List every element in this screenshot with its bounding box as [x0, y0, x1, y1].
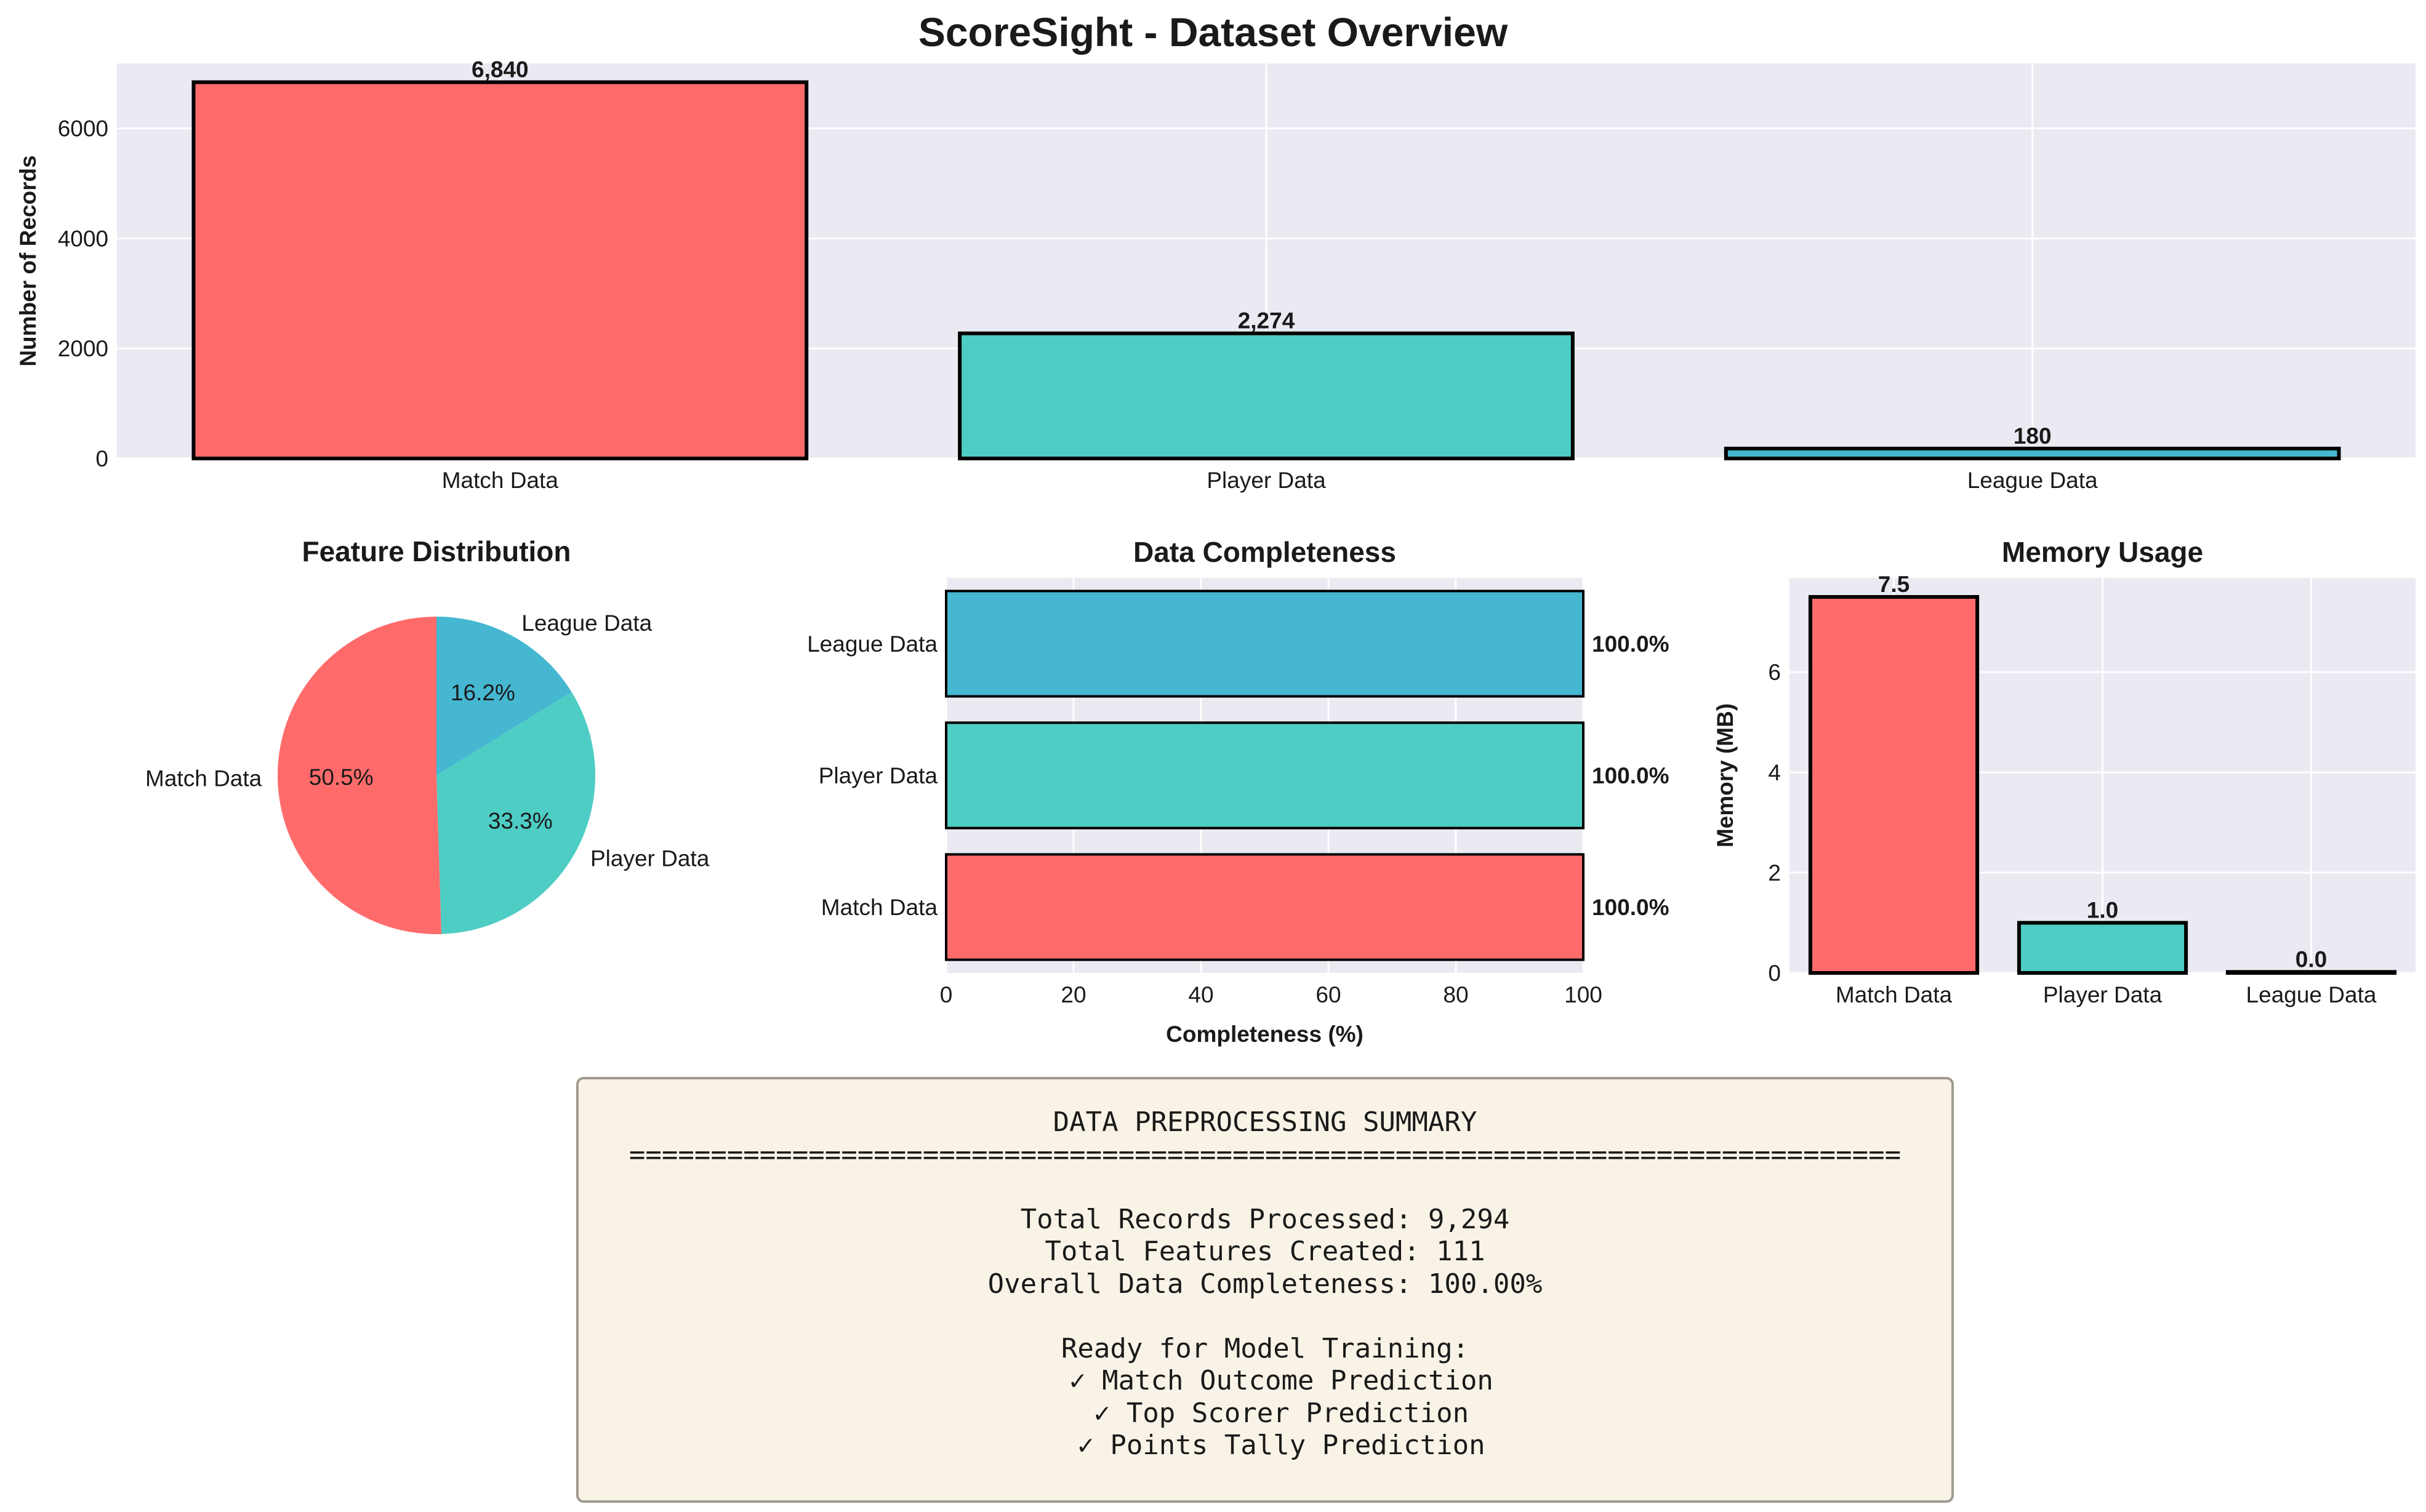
- bar-value-label: 6,840: [472, 57, 529, 82]
- summary-text: DATA PREPROCESSING SUMMARY =============…: [579, 1106, 1951, 1462]
- x-tick-label: 80: [1443, 982, 1468, 1007]
- y-tick-label: 0: [1768, 961, 1781, 986]
- summary-check-match-outcome: ✓ Match Outcome Prediction: [1037, 1365, 1493, 1396]
- bar: [2017, 921, 2188, 975]
- summary-check-points-tally: ✓ Points Tally Prediction: [1045, 1430, 1485, 1461]
- bar: [191, 80, 809, 461]
- chart-title: Data Completeness: [1133, 536, 1396, 568]
- y-tick-label: 2: [1768, 860, 1781, 886]
- x-axis-label: Completeness (%): [1166, 1022, 1364, 1047]
- page-title: ScoreSight - Dataset Overview: [918, 9, 1508, 55]
- bar-value-label: 100.0%: [1592, 631, 1669, 657]
- summary-check-top-scorer: ✓ Top Scorer Prediction: [1061, 1397, 1469, 1429]
- summary-total-features: Total Features Created: 111: [1045, 1236, 1485, 1267]
- x-tick-label: League Data: [2246, 982, 2377, 1007]
- y-tick-label: League Data: [807, 631, 938, 657]
- bar: [2225, 970, 2397, 975]
- x-tick-label: Player Data: [2043, 982, 2163, 1007]
- x-tick-label: 0: [940, 982, 953, 1007]
- bar: [945, 590, 1585, 698]
- summary-completeness: Overall Data Completeness: 100.00%: [987, 1268, 1543, 1300]
- x-tick-label: Match Data: [442, 468, 559, 493]
- bar: [945, 853, 1585, 961]
- summary-separator: ========================================…: [629, 1138, 1902, 1170]
- x-tick-label: 40: [1188, 982, 1213, 1007]
- summary-ready-heading: Ready for Model Training:: [1061, 1332, 1469, 1364]
- x-tick-label: League Data: [1967, 468, 2098, 493]
- bar-value-label: 100.0%: [1592, 763, 1669, 788]
- pie-slice-label: Match Data: [145, 766, 262, 791]
- y-tick-label: 6: [1768, 660, 1781, 685]
- chart-title: Feature Distribution: [302, 535, 571, 567]
- x-tick-label: Match Data: [1836, 982, 1953, 1007]
- pie-percent-label: 50.5%: [309, 764, 374, 790]
- bar-value-label: 2,274: [1238, 308, 1295, 334]
- y-tick-label: Match Data: [821, 895, 938, 920]
- bar-value-label: 0.0: [2295, 946, 2327, 972]
- pie-slice-label: League Data: [521, 610, 652, 636]
- bar: [1724, 446, 2341, 461]
- y-tick-label: 0: [95, 446, 108, 471]
- bar-value-label: 7.5: [1878, 572, 1910, 597]
- bar: [958, 331, 1575, 460]
- bar: [945, 721, 1585, 830]
- y-tick-label: Player Data: [819, 763, 938, 788]
- y-axis-label: Memory (MB): [1713, 703, 1738, 847]
- bar-value-label: 100.0%: [1592, 895, 1669, 920]
- pie-slice: [436, 617, 572, 775]
- pie-slice: [277, 617, 442, 934]
- x-tick-label: 60: [1315, 982, 1341, 1007]
- bar: [1808, 594, 1980, 975]
- chart-title: Memory Usage: [2002, 536, 2203, 568]
- x-tick-label: 20: [1061, 982, 1086, 1007]
- x-tick-label: Player Data: [1207, 468, 1326, 493]
- y-tick-label: 4: [1768, 760, 1781, 785]
- pie-slice: [436, 692, 595, 934]
- pie-percent-label: 33.3%: [488, 808, 553, 833]
- x-tick-label: 100: [1564, 982, 1602, 1007]
- bar-value-label: 180: [2014, 423, 2052, 449]
- summary-total-records: Total Records Processed: 9,294: [1020, 1203, 1510, 1235]
- summary-title: DATA PREPROCESSING SUMMARY: [1053, 1106, 1477, 1138]
- y-tick-label: 4000: [58, 226, 108, 251]
- y-tick-label: 6000: [58, 116, 108, 142]
- summary-panel: DATA PREPROCESSING SUMMARY =============…: [576, 1077, 1954, 1503]
- y-axis-label: Number of Records: [15, 155, 41, 366]
- pie-percent-label: 16.2%: [451, 680, 515, 705]
- y-tick-label: 2000: [58, 336, 108, 361]
- pie-slice-label: Player Data: [590, 846, 710, 871]
- bar-value-label: 1.0: [2087, 898, 2118, 923]
